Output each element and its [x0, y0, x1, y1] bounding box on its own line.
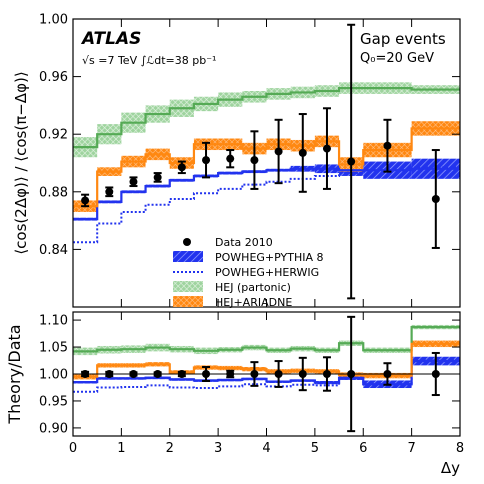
ratio-data-point-0 [81, 370, 90, 378]
legend-label-hej-ariadne: HEJ+ARIADNE [215, 296, 292, 309]
main-y-tick-label-1: 0.88 [39, 185, 68, 200]
x-tick-label-5: 5 [311, 441, 319, 456]
x-tick-label-6: 6 [359, 441, 367, 456]
ratio-data-point-2 [129, 370, 138, 378]
legend-marker-hej-ariadne [173, 296, 203, 307]
experiment-label: ATLAS [80, 29, 141, 49]
main-data-point-0 [81, 196, 90, 205]
main-line-powheg-pythia-8 [73, 167, 460, 221]
main-y-tick-label-4: 1.00 [39, 13, 68, 28]
main-line-hej-ariadne [73, 127, 460, 208]
selection-title: Gap events [360, 30, 446, 48]
main-line-hej-partonic- [73, 87, 460, 149]
main-data-point-13 [431, 195, 440, 203]
legend: Data 2010 POWHEG+PYTHIA 8 POWHEG+HERWIG … [173, 236, 324, 309]
ratio-frame [72, 311, 461, 437]
legend-label-powheg-pythia: POWHEG+PYTHIA 8 [215, 251, 324, 264]
ratio-y-tick-label-2: 1.00 [39, 368, 68, 383]
main-y-tick-label-0: 0.84 [39, 243, 68, 258]
x-tick-label-2: 2 [166, 441, 174, 456]
ratio-data-point-10 [322, 370, 331, 378]
ratio-data-point-12 [383, 370, 392, 378]
ratio-line-hej-ariadne [73, 342, 460, 378]
ratio-data-point-7 [250, 370, 259, 378]
x-tick-label-8: 8 [456, 441, 464, 456]
main-plot-area [73, 23, 460, 300]
x-tick-label-0: 0 [69, 441, 77, 456]
main-data-point-9 [298, 148, 307, 157]
main-y-tick-label-2: 0.92 [39, 128, 68, 143]
main-data-point-8 [274, 147, 283, 156]
legend-marker-powheg-pythia [173, 251, 203, 262]
main-line-powheg-herwig [73, 166, 460, 244]
energy-lumi-label: √s =7 TeV ∫ℒdt=38 pb⁻¹ [82, 54, 216, 67]
legend-label-data: Data 2010 [215, 236, 273, 249]
main-data-point-10 [322, 144, 331, 153]
main-panel: 0.84 0.88 0.92 0.96 1.00 ATLAS √s =7 TeV ∫ℒd… [12, 13, 461, 309]
x-tick-label-1: 1 [117, 441, 125, 456]
ratio-y-axis: 0.90 0.95 1.00 1.05 1.10 [39, 314, 460, 436]
ratio-data-point-8 [274, 370, 283, 378]
main-data-point-1 [105, 187, 114, 196]
ratio-y-tick-label-0: 0.90 [39, 421, 68, 436]
main-data-point-11 [347, 157, 356, 166]
main-data-point-7 [250, 156, 259, 165]
ratio-data-point-6 [226, 370, 235, 378]
main-frame [72, 18, 461, 308]
ratio-panel: 0.90 0.95 1.00 1.05 1.10 0 1 2 3 4 5 6 7 8 Theory/Da… [5, 311, 464, 477]
ratio-data-point-5 [202, 370, 211, 378]
ratio-y-tick-label-1: 0.95 [39, 394, 68, 409]
ratio-data-point-1 [105, 370, 114, 378]
x-tick-label-3: 3 [214, 441, 222, 456]
main-data-point-2 [129, 177, 138, 186]
main-y-axis-label: ⟨cos(2Δφ)⟩ / ⟨cos(π−Δφ)⟩ [12, 71, 30, 254]
legend-marker-data [183, 238, 191, 246]
x-axis-label: Δy [441, 459, 460, 477]
legend-label-powheg-herwig: POWHEG+HERWIG [215, 266, 319, 279]
main-data-point-12 [383, 141, 392, 150]
ratio-data-point-3 [153, 370, 162, 378]
main-y-tick-label-3: 0.96 [39, 70, 68, 85]
legend-marker-hej-partonic [173, 281, 203, 292]
ratio-x-axis: 0 1 2 3 4 5 6 7 8 [69, 312, 464, 456]
legend-label-hej-partonic: HEJ (partonic) [215, 281, 291, 294]
main-data-point-5 [202, 156, 211, 165]
main-data-point-3 [153, 173, 162, 182]
ratio-y-axis-label: Theory/Data [5, 324, 24, 424]
x-tick-label-7: 7 [407, 441, 415, 456]
selection-cut: Q₀=20 GeV [360, 51, 434, 66]
main-data-point-4 [177, 163, 186, 172]
ratio-y-tick-label-3: 1.05 [39, 341, 68, 356]
ratio-data-point-11 [347, 370, 356, 378]
ratio-data-point-13 [431, 370, 440, 378]
x-tick-label-4: 4 [262, 441, 270, 456]
ratio-data-point-4 [177, 370, 186, 378]
ratio-line-powheg-pythia-8 [73, 359, 460, 386]
ratio-plot-area [73, 315, 460, 433]
ratio-y-tick-label-4: 1.10 [39, 314, 68, 329]
ratio-data-point-9 [298, 370, 307, 378]
main-y-axis: 0.84 0.88 0.92 0.96 1.00 [39, 13, 460, 258]
main-data-point-6 [226, 154, 235, 163]
